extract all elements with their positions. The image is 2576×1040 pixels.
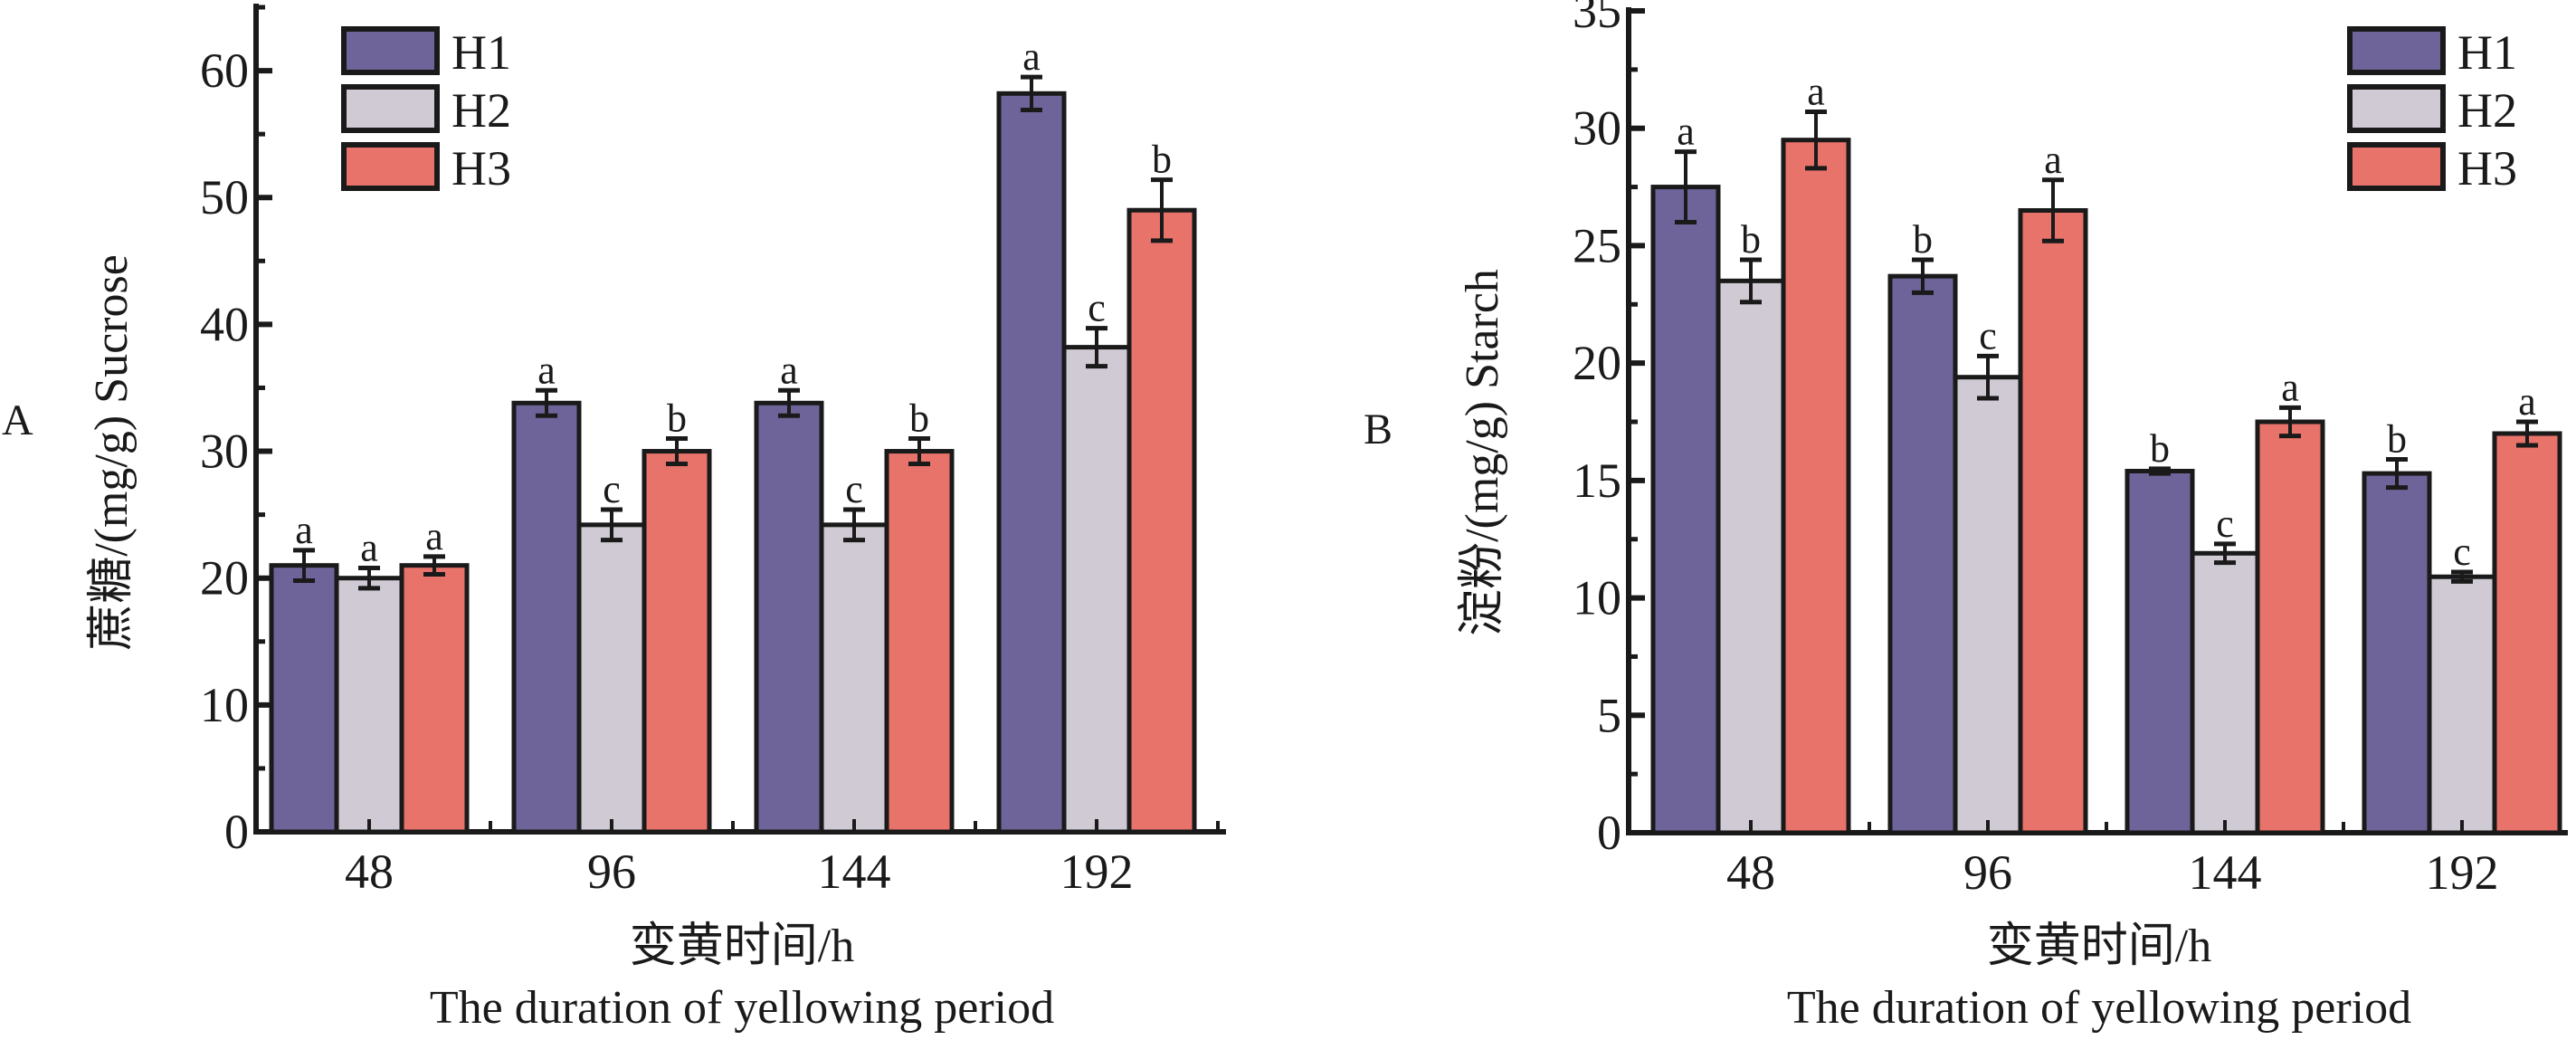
- y-tick-label: 60: [200, 43, 249, 98]
- significance-letter: a: [2044, 138, 2062, 182]
- x-tick-label: 144: [2189, 845, 2262, 900]
- legend-swatch-h2: [341, 84, 440, 133]
- significance-letter: b: [2387, 417, 2407, 462]
- y-tick-label: 15: [1573, 453, 1621, 508]
- significance-letter: a: [1807, 70, 1825, 114]
- x-tick-label: 48: [1726, 845, 1775, 900]
- y-tick-label: 20: [1573, 336, 1621, 390]
- significance-letter: b: [909, 396, 929, 441]
- y-axis-title: 淀粉/(mg/g) Starch: [1457, 269, 1508, 636]
- bar-h1: [1650, 185, 1721, 835]
- x-tick-label: 96: [587, 844, 636, 899]
- y-tick-label: 35: [1573, 0, 1621, 38]
- significance-letter: a: [295, 508, 313, 552]
- bar-h3: [884, 449, 955, 835]
- panel-label: A: [2, 396, 33, 444]
- significance-letter: b: [1913, 217, 1933, 262]
- legend-swatch-h3: [2347, 142, 2446, 191]
- panel-label: B: [1364, 406, 1393, 453]
- significance-letter: c: [603, 467, 621, 511]
- x-axis-title-en: The duration of yellowing period: [430, 982, 1054, 1034]
- y-tick-label: 20: [200, 551, 249, 606]
- bar-h1: [2124, 468, 2195, 835]
- y-tick-label: 5: [1597, 688, 1621, 742]
- bar-h1: [511, 400, 582, 835]
- bar-h3: [642, 449, 712, 835]
- legend-swatch-h1: [2347, 26, 2446, 75]
- y-tick-label: 10: [1573, 571, 1621, 625]
- legend-label: H2: [452, 83, 511, 138]
- bar-h2: [1716, 278, 1786, 835]
- significance-letter: a: [1022, 34, 1041, 79]
- x-axis-title-en: The duration of yellowing period: [1787, 982, 2411, 1034]
- significance-letter: b: [1741, 217, 1761, 262]
- bar-h2: [819, 522, 889, 835]
- significance-letter: a: [425, 514, 443, 558]
- x-tick-label: 48: [345, 844, 394, 899]
- bar-h3: [2018, 208, 2088, 835]
- significance-letter: c: [2453, 530, 2471, 574]
- bar-h1: [996, 91, 1067, 835]
- significance-letter: a: [2281, 365, 2299, 409]
- x-tick-label: 144: [818, 844, 891, 899]
- bar-h1: [1887, 273, 1958, 835]
- x-tick-label: 192: [2426, 845, 2499, 900]
- y-tick-label: 30: [1573, 101, 1621, 156]
- legend-label: H3: [2457, 141, 2517, 196]
- bar-h3: [1126, 207, 1197, 835]
- y-axis-title: 蔗糖/(mg/g) Sucrose: [86, 254, 138, 651]
- y-tick-label: 40: [200, 297, 249, 351]
- y-tick-label: 0: [224, 805, 249, 859]
- significance-letter: b: [2150, 426, 2170, 471]
- significance-letter: c: [1979, 313, 1997, 358]
- y-tick-label: 10: [200, 678, 249, 732]
- chart-panel-a: A 0 10 20 30 40 50 60 a a a 48 a c b 96 a c b 144 a c b 192 变黄时间…: [2, 4, 1226, 1034]
- bar-h2: [2190, 550, 2260, 835]
- legend-label: H2: [2457, 83, 2517, 138]
- x-tick-label: 192: [1060, 844, 1134, 899]
- bar-h2: [1953, 375, 2023, 835]
- bar-h2: [1061, 345, 1132, 835]
- significance-letter: a: [780, 348, 798, 392]
- significance-letter: c: [2216, 501, 2234, 546]
- bar-h3: [399, 563, 470, 835]
- significance-letter: c: [1088, 286, 1106, 330]
- legend-label: H3: [452, 141, 511, 196]
- bar-h2: [2427, 574, 2497, 835]
- legend-label: H1: [2457, 25, 2517, 80]
- significance-letter: b: [667, 396, 687, 441]
- y-tick-label: 0: [1597, 806, 1621, 860]
- significance-letter: c: [845, 467, 863, 511]
- x-axis-title-cn: 变黄时间/h: [630, 921, 854, 972]
- legend-label: H1: [452, 25, 511, 80]
- significance-letter: a: [1677, 110, 1695, 154]
- bar-h2: [576, 522, 647, 835]
- x-axis-title-cn: 变黄时间/h: [1987, 921, 2211, 972]
- significance-letter: a: [537, 348, 556, 392]
- bar-h1: [2362, 471, 2432, 835]
- significance-letter: a: [360, 525, 378, 569]
- significance-letter: a: [2518, 379, 2536, 424]
- bar-h2: [334, 576, 404, 835]
- bar-h1: [754, 400, 824, 835]
- bar-h3: [2255, 419, 2325, 835]
- y-tick-label: 25: [1573, 218, 1621, 272]
- chart-panel-b: B 0 5 10 15 20 25 30 35 a b a 48 b c a 96 b c a 144 b c a 192 变黄时…: [1364, 0, 2568, 1034]
- bar-h3: [2492, 431, 2562, 835]
- legend-swatch-h1: [341, 26, 440, 75]
- legend-swatch-h2: [2347, 84, 2446, 133]
- bar-h1: [269, 563, 339, 835]
- y-tick-label: 50: [200, 170, 249, 224]
- y-tick-label: 30: [200, 425, 249, 479]
- bar-h3: [1781, 138, 1851, 835]
- legend-swatch-h3: [341, 142, 440, 191]
- x-tick-label: 96: [1963, 845, 2012, 900]
- significance-letter: b: [1152, 138, 1172, 182]
